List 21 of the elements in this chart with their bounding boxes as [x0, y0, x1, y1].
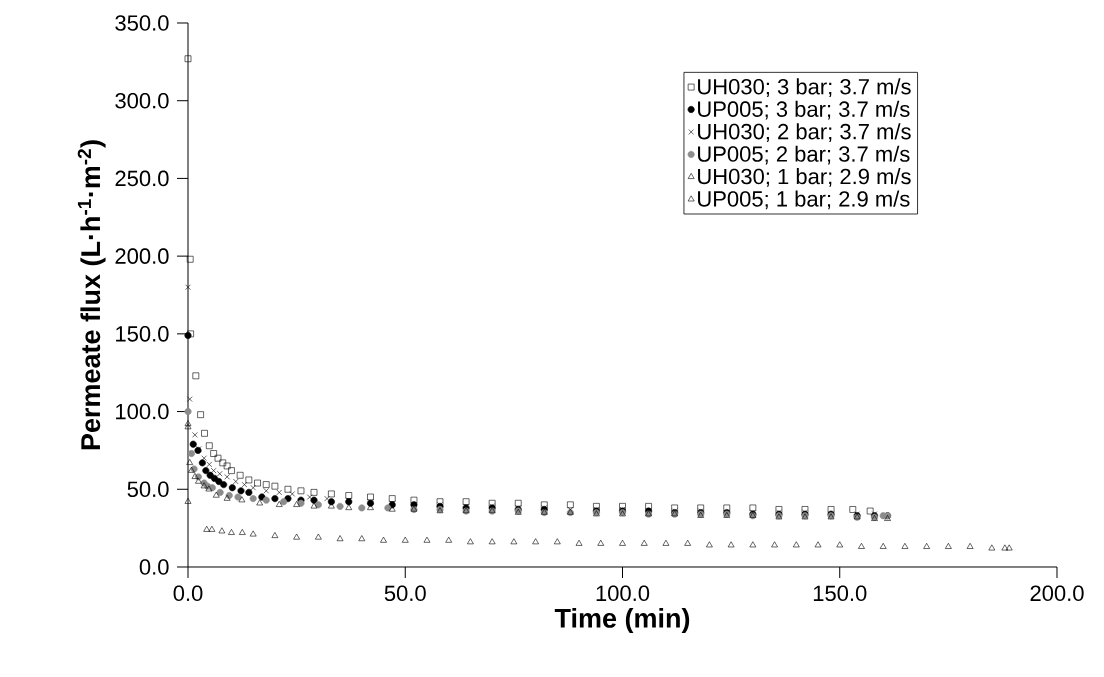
x-tick-label: 0.0 [173, 585, 203, 602]
x-tick-label: 100.0 [596, 585, 650, 602]
legend-label: UP005; 2 bar; 3.7 m/s [698, 145, 910, 165]
y-tick-label: 50.0 [127, 481, 169, 498]
y-tick-label: 250.0 [115, 170, 169, 187]
legend-label: UH030; 2 bar; 3.7 m/s [698, 123, 911, 142]
x-axis-title: Time (min) [554, 607, 690, 634]
legend-label: UH030; 3 bar; 3.7 m/s [698, 78, 911, 98]
legend-label: UP005; 3 bar; 3.7 m/s [698, 100, 910, 120]
legend-label: UH030; 1 bar; 2.9 m/s [698, 168, 911, 187]
x-tick-label: 200.0 [1030, 585, 1084, 602]
y-tick-label: 300.0 [115, 92, 169, 109]
y-tick-label: 150.0 [116, 326, 169, 342]
y-tick-label: 100.0 [116, 403, 169, 420]
y-tick-label: 0.0 [139, 559, 169, 575]
y-axis-title: Permeate flux (L·h$^{-1}$·m$^{-2}$) [77, 140, 106, 450]
y-tick-label: 350.0 [115, 15, 169, 31]
y-tick-label: 200.0 [115, 248, 169, 264]
x-tick-label: 150.0 [813, 585, 867, 602]
legend-label: UP005; 1 bar; 2.9 m/s [698, 190, 910, 210]
x-tick-label: 50.0 [384, 585, 426, 602]
